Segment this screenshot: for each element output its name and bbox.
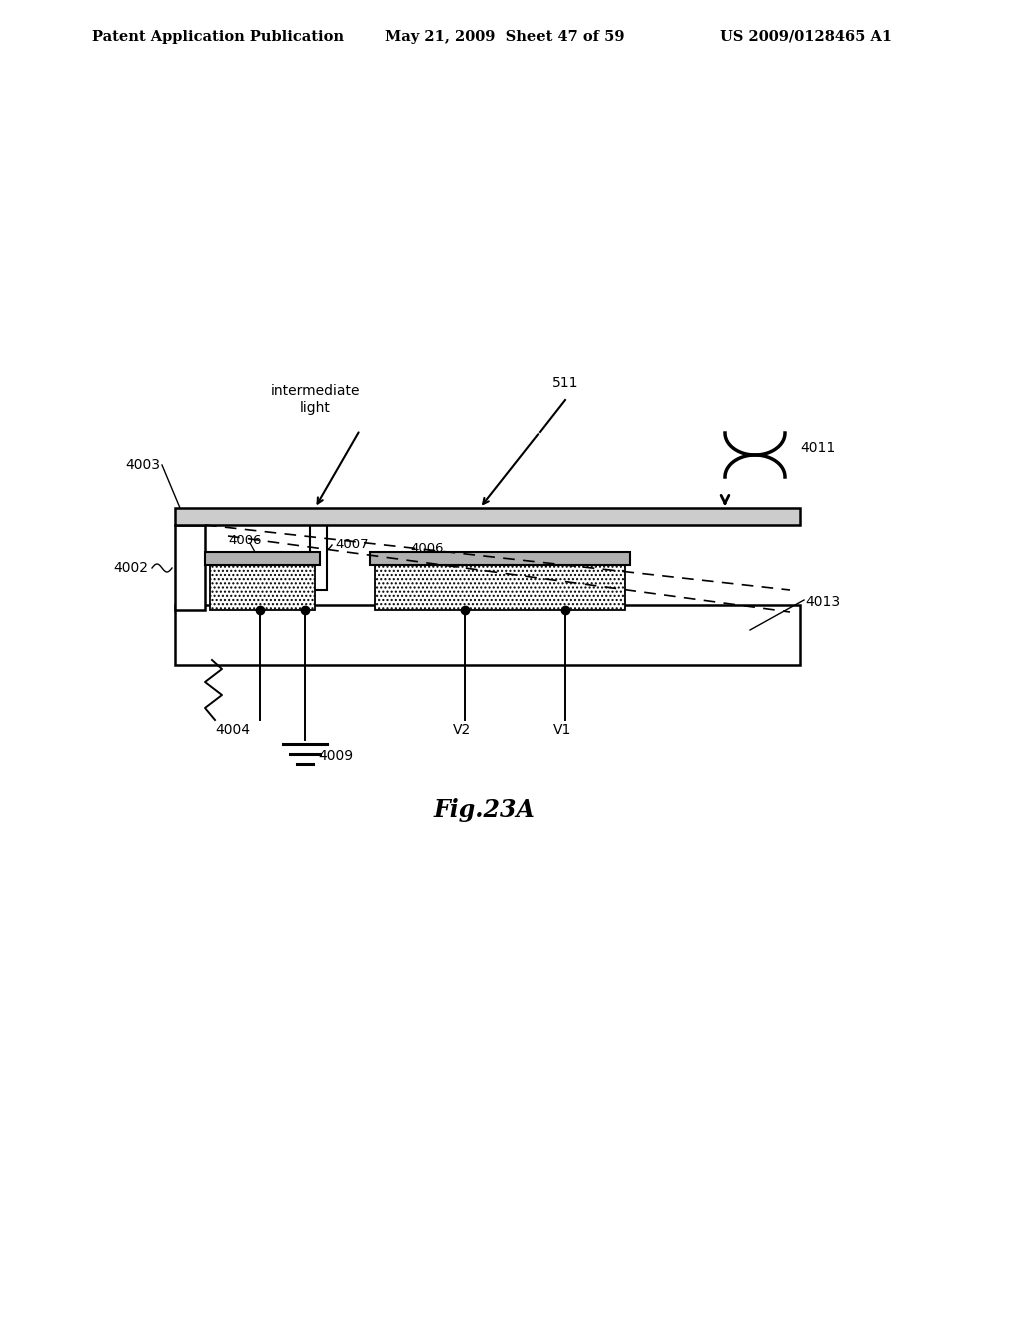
Text: light: light (300, 401, 331, 414)
Text: 4009: 4009 (318, 748, 353, 763)
Text: 4007: 4007 (335, 539, 369, 552)
Bar (375, 565, 625, 610)
Text: 4006: 4006 (228, 533, 261, 546)
Text: 4006: 4006 (410, 541, 443, 554)
Bar (175, 508, 800, 525)
Text: US 2009/0128465 A1: US 2009/0128465 A1 (720, 30, 892, 44)
Text: 511: 511 (552, 376, 579, 389)
Bar (210, 565, 315, 610)
Text: May 21, 2009  Sheet 47 of 59: May 21, 2009 Sheet 47 of 59 (385, 30, 625, 44)
Text: 4002: 4002 (113, 561, 148, 576)
Text: V2: V2 (453, 723, 471, 737)
Bar (175, 525, 205, 610)
Bar (370, 552, 630, 565)
Text: V1: V1 (553, 723, 571, 737)
Text: 4004: 4004 (215, 723, 250, 737)
Text: intermediate: intermediate (270, 384, 359, 399)
Text: 4013: 4013 (805, 595, 840, 609)
Bar (310, 525, 327, 590)
Text: Fig.23A: Fig.23A (434, 799, 536, 822)
Text: 4003: 4003 (125, 458, 160, 473)
Bar (175, 605, 800, 665)
Text: Patent Application Publication: Patent Application Publication (92, 30, 344, 44)
Text: 4011: 4011 (800, 441, 836, 455)
Bar (205, 552, 319, 565)
